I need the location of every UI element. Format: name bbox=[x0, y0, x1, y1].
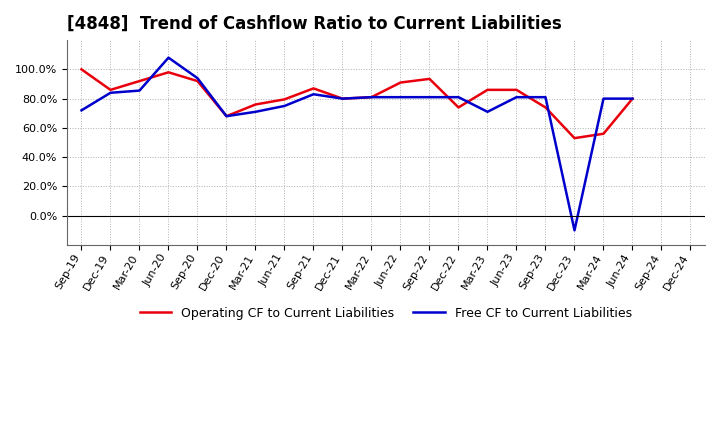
Operating CF to Current Liabilities bbox=[280, 97, 289, 102]
Operating CF to Current Liabilities bbox=[193, 78, 202, 84]
Free CF to Current Liabilities bbox=[396, 95, 405, 100]
Free CF to Current Liabilities bbox=[193, 76, 202, 81]
Operating CF to Current Liabilities bbox=[164, 70, 173, 75]
Operating CF to Current Liabilities bbox=[222, 114, 231, 119]
Free CF to Current Liabilities bbox=[251, 109, 260, 114]
Free CF to Current Liabilities bbox=[426, 95, 434, 100]
Line: Operating CF to Current Liabilities: Operating CF to Current Liabilities bbox=[81, 70, 632, 138]
Free CF to Current Liabilities bbox=[541, 95, 550, 100]
Operating CF to Current Liabilities bbox=[541, 105, 550, 110]
Free CF to Current Liabilities bbox=[367, 95, 376, 100]
Operating CF to Current Liabilities bbox=[338, 96, 347, 101]
Free CF to Current Liabilities bbox=[599, 96, 608, 101]
Free CF to Current Liabilities bbox=[164, 55, 173, 60]
Operating CF to Current Liabilities bbox=[512, 87, 521, 92]
Operating CF to Current Liabilities bbox=[396, 80, 405, 85]
Text: [4848]  Trend of Cashflow Ratio to Current Liabilities: [4848] Trend of Cashflow Ratio to Curren… bbox=[67, 15, 562, 33]
Free CF to Current Liabilities bbox=[512, 95, 521, 100]
Free CF to Current Liabilities bbox=[454, 95, 463, 100]
Free CF to Current Liabilities bbox=[309, 92, 318, 97]
Operating CF to Current Liabilities bbox=[570, 136, 579, 141]
Operating CF to Current Liabilities bbox=[77, 67, 86, 72]
Free CF to Current Liabilities bbox=[106, 90, 114, 95]
Free CF to Current Liabilities bbox=[77, 108, 86, 113]
Free CF to Current Liabilities bbox=[135, 88, 144, 93]
Operating CF to Current Liabilities bbox=[426, 76, 434, 81]
Operating CF to Current Liabilities bbox=[309, 86, 318, 91]
Operating CF to Current Liabilities bbox=[106, 87, 114, 92]
Operating CF to Current Liabilities bbox=[251, 102, 260, 107]
Operating CF to Current Liabilities bbox=[367, 95, 376, 100]
Operating CF to Current Liabilities bbox=[135, 78, 144, 84]
Operating CF to Current Liabilities bbox=[628, 96, 636, 101]
Free CF to Current Liabilities bbox=[222, 114, 231, 119]
Free CF to Current Liabilities bbox=[280, 103, 289, 109]
Operating CF to Current Liabilities bbox=[483, 87, 492, 92]
Line: Free CF to Current Liabilities: Free CF to Current Liabilities bbox=[81, 58, 632, 230]
Free CF to Current Liabilities bbox=[570, 227, 579, 233]
Operating CF to Current Liabilities bbox=[454, 105, 463, 110]
Legend: Operating CF to Current Liabilities, Free CF to Current Liabilities: Operating CF to Current Liabilities, Fre… bbox=[135, 302, 636, 325]
Free CF to Current Liabilities bbox=[338, 96, 347, 101]
Free CF to Current Liabilities bbox=[483, 109, 492, 114]
Free CF to Current Liabilities bbox=[628, 96, 636, 101]
Operating CF to Current Liabilities bbox=[599, 131, 608, 136]
